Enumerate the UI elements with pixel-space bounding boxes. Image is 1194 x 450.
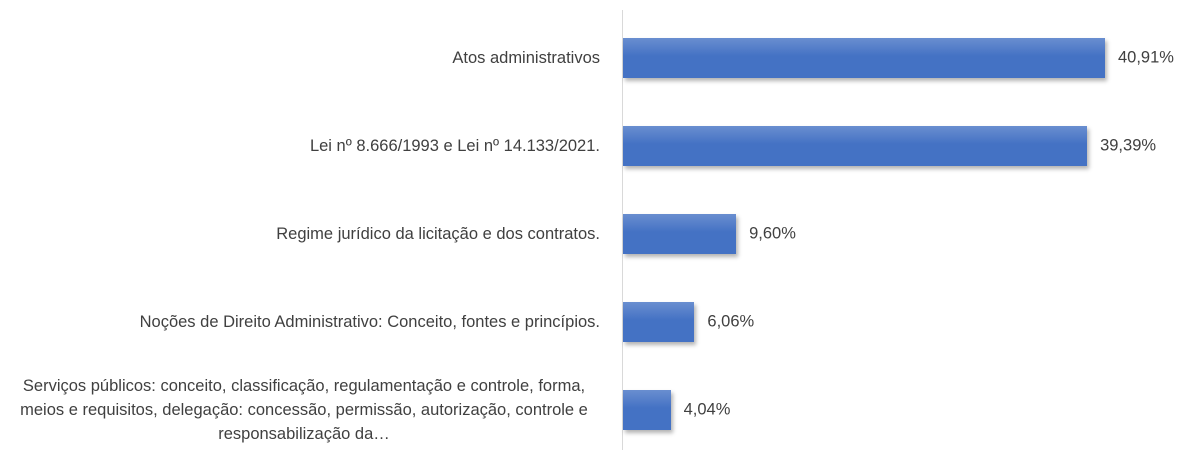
category-text: Noções de Direito Administrativo: Concei… xyxy=(139,313,600,331)
category-label: Regime jurídico da licitação e dos contr… xyxy=(8,222,600,246)
data-label: 9,60% xyxy=(749,224,796,243)
category-axis xyxy=(622,10,623,450)
data-label: 40,91% xyxy=(1118,48,1174,67)
data-label: 39,39% xyxy=(1100,136,1157,155)
bar xyxy=(623,126,1088,166)
category-text: Serviços públicos: conceito, classificaç… xyxy=(20,377,588,443)
category-text: Regime jurídico da licitação e dos contr… xyxy=(276,225,600,243)
bar xyxy=(623,38,1105,78)
category-text: Lei nº 8.666/1993 e Lei nº 14.133/2021. xyxy=(309,137,600,155)
bar xyxy=(623,390,671,430)
category-text: Atos administrativos xyxy=(452,49,600,67)
data-label: 4,04% xyxy=(683,400,731,419)
category-label: Serviços públicos: conceito, classificaç… xyxy=(8,374,600,446)
data-label: 6,06% xyxy=(707,312,755,331)
category-label: Noções de Direito Administrativo: Concei… xyxy=(8,310,600,334)
bar xyxy=(623,302,695,342)
bar xyxy=(623,214,737,254)
category-label: Lei nº 8.666/1993 e Lei nº 14.133/2021. xyxy=(8,134,600,158)
category-label: Atos administrativos xyxy=(8,46,600,70)
